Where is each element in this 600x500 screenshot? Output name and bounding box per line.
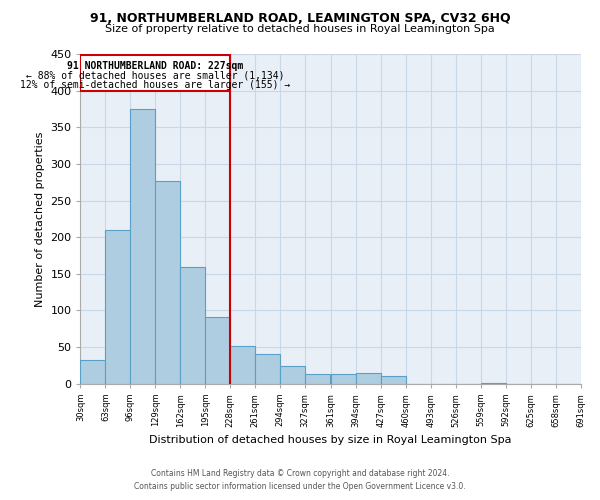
Bar (181, 266, 205, 384)
Bar (280, 366, 305, 384)
Bar (155, 181, 181, 384)
Bar (356, 373, 381, 384)
X-axis label: Distribution of detached houses by size in Royal Leamington Spa: Distribution of detached houses by size … (149, 435, 512, 445)
Bar (205, 317, 230, 384)
Bar (255, 354, 280, 384)
Bar (80, 54, 230, 90)
Bar (305, 374, 330, 384)
Text: ← 88% of detached houses are smaller (1,134): ← 88% of detached houses are smaller (1,… (26, 70, 284, 80)
Text: 12% of semi-detached houses are larger (155) →: 12% of semi-detached houses are larger (… (20, 80, 290, 90)
Bar (331, 374, 356, 384)
Y-axis label: Number of detached properties: Number of detached properties (35, 131, 45, 306)
Text: Contains HM Land Registry data © Crown copyright and database right 2024.
Contai: Contains HM Land Registry data © Crown c… (134, 469, 466, 491)
Text: 91 NORTHUMBERLAND ROAD: 227sqm: 91 NORTHUMBERLAND ROAD: 227sqm (67, 60, 244, 70)
Bar (106, 230, 130, 384)
Bar (80, 360, 106, 384)
Text: Size of property relative to detached houses in Royal Leamington Spa: Size of property relative to detached ho… (105, 24, 495, 34)
Bar (130, 109, 155, 384)
Bar (381, 376, 406, 384)
Text: 91, NORTHUMBERLAND ROAD, LEAMINGTON SPA, CV32 6HQ: 91, NORTHUMBERLAND ROAD, LEAMINGTON SPA,… (89, 12, 511, 26)
Bar (481, 383, 506, 384)
Bar (230, 346, 255, 384)
